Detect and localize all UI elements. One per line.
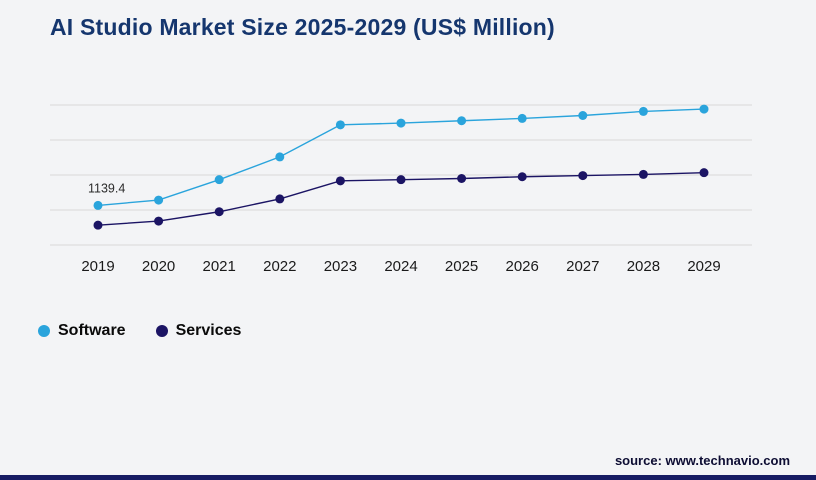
chart-title: AI Studio Market Size 2025-2029 (US$ Mil…	[50, 14, 555, 40]
data-point-services-2023[interactable]	[335, 176, 345, 186]
x-tick-2026: 2026	[506, 258, 539, 275]
x-tick-2024: 2024	[384, 258, 417, 275]
x-tick-2020: 2020	[142, 258, 175, 275]
series-software	[93, 104, 709, 210]
data-point-services-2019[interactable]	[93, 220, 103, 230]
legend-label-software: Software	[58, 322, 126, 339]
data-point-software-2029[interactable]	[699, 104, 709, 114]
data-label: 1139.4	[88, 181, 125, 195]
services-legend-marker-icon	[155, 325, 168, 337]
legend-item-services[interactable]: Services	[155, 322, 242, 340]
source-text: source: www.technavio.com	[614, 453, 790, 468]
x-tick-2029: 2029	[687, 258, 720, 275]
x-tick-2022: 2022	[263, 258, 296, 275]
data-point-software-2020[interactable]	[154, 195, 164, 205]
series-services	[93, 168, 709, 230]
data-point-services-2029[interactable]	[699, 168, 709, 178]
data-point-software-2024[interactable]	[396, 118, 406, 128]
data-point-services-2022[interactable]	[275, 194, 285, 204]
data-point-software-2023[interactable]	[335, 120, 345, 130]
data-point-software-2027[interactable]	[578, 111, 588, 120]
x-tick-2025: 2025	[445, 258, 478, 275]
data-point-software-2019[interactable]	[93, 200, 103, 210]
data-point-software-2026[interactable]	[517, 113, 527, 123]
bottom-bar	[0, 475, 816, 480]
data-point-software-2028[interactable]	[638, 106, 648, 116]
software-legend-marker-icon	[38, 325, 50, 337]
x-tick-2023: 2023	[324, 258, 357, 275]
line-chart: 2019 2020 2021 2022 2023 2024 2025 2026 2027 2028…	[50, 104, 752, 275]
data-point-software-2022[interactable]	[275, 152, 285, 162]
data-point-services-2021[interactable]	[214, 207, 224, 217]
data-point-software-2021[interactable]	[214, 175, 224, 185]
data-point-software-2025[interactable]	[457, 116, 467, 126]
data-point-services-2027[interactable]	[578, 171, 588, 181]
legend-item-software[interactable]: Software	[38, 322, 126, 340]
x-tick-2028: 2028	[627, 258, 660, 275]
chart-legend: Software Services	[38, 322, 241, 340]
data-point-services-2028[interactable]	[638, 169, 648, 179]
data-point-services-2024[interactable]	[396, 175, 406, 185]
x-axis-labels: 2019 2020 2021 2022 2023 2024 2025 2026 2027 2028…	[81, 258, 720, 275]
x-tick-2021: 2021	[203, 258, 236, 275]
data-point-services-2026[interactable]	[517, 172, 527, 182]
data-point-services-2025[interactable]	[457, 174, 467, 183]
x-tick-2027: 2027	[566, 258, 599, 275]
data-point-services-2020[interactable]	[154, 216, 164, 226]
x-tick-2019: 2019	[81, 258, 114, 275]
legend-label-services: Services	[175, 322, 242, 339]
